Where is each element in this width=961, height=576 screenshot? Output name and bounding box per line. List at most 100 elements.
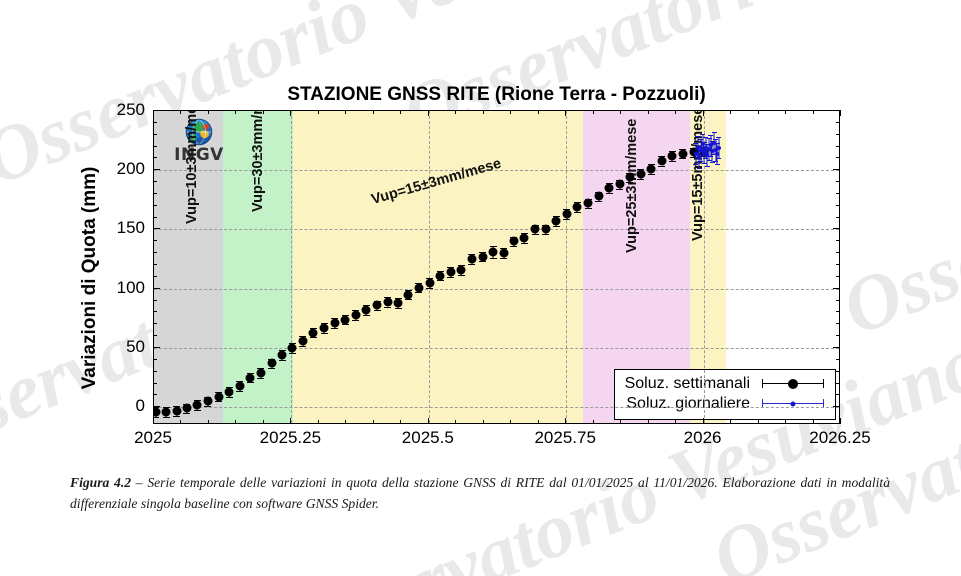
x-axis-tick-label: 2025 [134, 428, 172, 447]
x-axis-tick-top [427, 110, 429, 116]
error-bar-cap [468, 263, 476, 265]
x-axis-minor-tick-top [455, 110, 457, 114]
data-point [456, 265, 466, 275]
error-bar-cap [698, 139, 704, 141]
y-axis-minor-tick [153, 157, 157, 159]
error-bar-cap [690, 157, 698, 159]
y-axis-minor-tick [153, 299, 157, 301]
error-bar-cap [693, 164, 699, 166]
y-axis-minor-tick [153, 382, 157, 384]
error-bar-cap [215, 401, 223, 403]
data-point [203, 396, 213, 406]
y-axis-minor-tick-right [836, 240, 840, 242]
error-bar-cap [703, 137, 709, 139]
data-point [667, 151, 677, 161]
grid-line-horizontal [154, 288, 839, 290]
y-axis-tick-label: 150 [116, 218, 145, 238]
grid-line-vertical [566, 111, 568, 423]
data-point [594, 191, 604, 201]
data-point [713, 148, 718, 153]
y-axis-minor-tick [153, 275, 157, 277]
data-point [705, 152, 710, 157]
data-point [393, 298, 403, 308]
error-bar-cap [542, 234, 550, 236]
error-bar-cap [415, 292, 423, 294]
x-axis-minor-tick-top [812, 110, 814, 114]
x-axis-minor-tick-top [317, 110, 319, 114]
error-bar-cap [552, 225, 560, 227]
chart-legend: Soluz. settimanali Soluz. giornaliere [614, 369, 836, 420]
error-bar-cap [320, 332, 328, 334]
error-bar-cap [299, 345, 307, 347]
data-point [372, 300, 382, 310]
error-bar-cap [531, 234, 539, 236]
y-axis-minor-tick [153, 323, 157, 325]
caption-line-1: Serie temporale delle variazioni in quot… [147, 475, 718, 490]
caption-dash: – [131, 475, 148, 490]
data-point [287, 343, 297, 353]
data-point [678, 149, 688, 159]
velocity-band [293, 111, 583, 423]
data-point [277, 350, 287, 360]
data-point [161, 407, 171, 417]
data-point [715, 151, 720, 156]
data-point [693, 151, 698, 156]
error-bar-cap [404, 299, 412, 301]
error-bar-cap [713, 160, 719, 162]
x-axis-minor-tick-top [537, 110, 539, 114]
error-bar-cap [479, 261, 487, 263]
error-bar-cap [500, 257, 508, 259]
error-bar-cap [706, 159, 712, 161]
y-axis-minor-tick-right [836, 358, 840, 360]
x-axis-tick [840, 418, 841, 424]
data-point [192, 400, 202, 410]
data-point [351, 310, 361, 320]
data-point [214, 392, 224, 402]
x-axis-tick-label: 2026 [683, 428, 722, 447]
x-axis-minor-tick-top [180, 110, 182, 114]
caption-line-2: Elaborazione dati in modalità differenzi… [70, 475, 890, 512]
grid-line-vertical [703, 111, 705, 423]
grid-line-vertical [291, 111, 293, 423]
x-axis-minor-tick [345, 420, 347, 424]
data-point [604, 183, 614, 193]
y-axis-tick [153, 169, 160, 171]
x-axis-tick-label: 2026.25 [809, 428, 871, 447]
x-axis-minor-tick-top [345, 110, 347, 114]
x-axis-minor-tick-top [730, 110, 732, 114]
figure-caption: Figura 4.2 – Serie temporale delle varia… [70, 472, 890, 514]
y-axis-minor-tick [153, 204, 157, 206]
x-axis-tick [565, 418, 567, 424]
error-bar-cap [626, 182, 634, 184]
x-axis-minor-tick [235, 420, 237, 424]
x-axis-tick-label: 2025.75 [534, 428, 596, 447]
data-point [700, 142, 705, 147]
y-axis-minor-tick-right [836, 192, 840, 194]
y-axis-minor-tick-right [836, 394, 840, 396]
caption-figure-label: Figura 4.2 [70, 475, 132, 490]
legend-label-daily: Soluz. giornaliere [626, 395, 750, 412]
y-axis-minor-tick-right [836, 264, 840, 266]
error-bar-cap [700, 154, 705, 156]
data-point [689, 147, 699, 157]
x-axis-minor-tick-top [262, 110, 264, 114]
x-axis-minor-tick-top [510, 110, 512, 114]
data-point [716, 145, 721, 150]
y-axis-minor-tick-right [836, 181, 840, 183]
error-bar-cap [701, 141, 707, 143]
error-bar-cap [489, 246, 497, 248]
y-axis-minor-tick-right [836, 145, 840, 147]
y-axis-tick-right [833, 169, 840, 171]
error-bar-cap [362, 314, 370, 316]
error-bar-cap [373, 310, 381, 312]
data-point [551, 216, 561, 226]
legend-entry-daily: Soluz. giornaliere [622, 394, 828, 414]
y-axis-title: Variazioni di Quota (mm) [79, 166, 100, 390]
data-point [235, 381, 245, 391]
y-axis-tick [153, 287, 160, 289]
error-bar-cap [605, 192, 613, 194]
x-axis-minor-tick-top [785, 110, 787, 114]
data-point [446, 267, 456, 277]
y-axis-tick [153, 406, 160, 408]
